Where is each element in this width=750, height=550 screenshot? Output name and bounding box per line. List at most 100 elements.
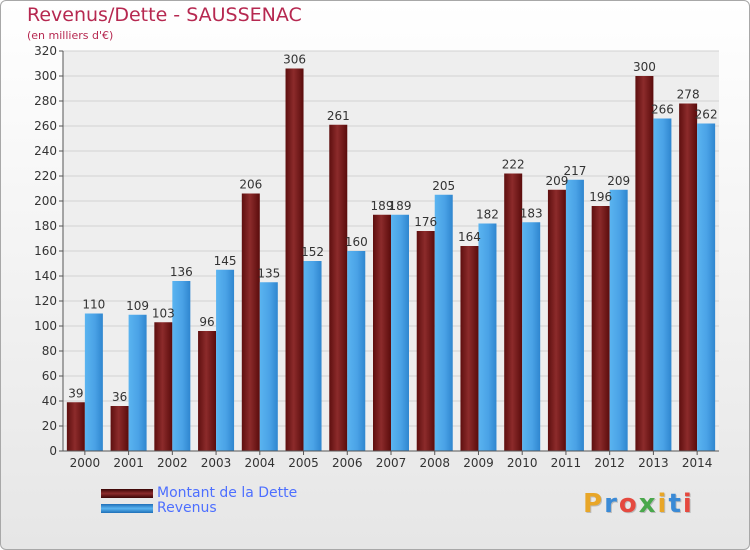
x-axis: 2000 2001 2002 2003 2004 2005 2006 2007 2008 2009… <box>63 450 719 470</box>
value-label-revenue-2011: 217 <box>563 164 586 178</box>
bar-debt-2010 <box>504 173 523 451</box>
bar-debt-2004 <box>241 193 260 451</box>
bar-revenue-2006 <box>347 251 366 451</box>
value-label-revenue-2006: 160 <box>345 235 368 249</box>
y-tick-label: 300 <box>34 69 57 83</box>
value-label-revenue-2005: 152 <box>301 245 324 259</box>
bar-revenue-2011 <box>565 179 584 451</box>
value-label-revenue-2009: 182 <box>476 208 499 222</box>
bar-debt-2009 <box>460 246 479 451</box>
bar-revenue-2014 <box>697 123 716 451</box>
y-tick-label: 220 <box>34 169 57 183</box>
bar-debt-2012 <box>591 206 610 451</box>
value-label-debt-2006: 261 <box>327 109 350 123</box>
x-tick-label: 2006 <box>332 456 363 470</box>
x-tick-label: 2013 <box>638 456 669 470</box>
y-tick-label: 40 <box>42 394 57 408</box>
legend-label-debt: Montant de la Dette <box>157 485 298 501</box>
bar-debt-2005 <box>285 68 304 451</box>
value-label-debt-2007: 189 <box>371 199 394 213</box>
value-label-revenue-2001: 109 <box>126 299 149 313</box>
value-label-debt-2011: 209 <box>545 174 568 188</box>
bar-revenue-2002 <box>172 281 191 451</box>
x-tick-label: 2000 <box>70 456 101 470</box>
y-tick-label: 140 <box>34 269 57 283</box>
bar-debt-2011 <box>547 189 566 451</box>
legend-label-revenue: Revenus <box>157 500 217 516</box>
value-label-revenue-2007: 189 <box>389 199 412 213</box>
x-tick-label: 2014 <box>682 456 713 470</box>
logo-letter: i <box>682 489 694 519</box>
bar-revenue-2007 <box>391 214 409 451</box>
value-label-debt-2014: 278 <box>677 88 700 102</box>
proxiti-logo: Proxiti <box>583 489 694 519</box>
bar-revenue-2003 <box>216 269 235 451</box>
bar-debt-2003 <box>198 331 217 451</box>
y-tick-label: 280 <box>34 94 57 108</box>
y-axis: 0 20 40 60 80 100 120 140 160 180 200 220 240 260 280 3… <box>34 44 64 458</box>
chart-title: Revenus/Dette - SAUSSENAC <box>27 4 302 26</box>
legend-swatch-revenue <box>101 504 153 513</box>
bar-revenue-2012 <box>609 189 628 451</box>
y-tick-label: 320 <box>34 44 57 58</box>
value-label-revenue-2010: 183 <box>520 206 543 220</box>
x-tick-label: 2010 <box>507 456 538 470</box>
x-tick-label: 2008 <box>419 456 450 470</box>
y-tick-label: 160 <box>34 244 57 258</box>
value-label-debt-2002: 103 <box>152 306 175 320</box>
logo-letter: x <box>638 489 658 519</box>
value-label-debt-2004: 206 <box>239 178 262 192</box>
bar-revenue-2009 <box>478 223 497 451</box>
y-tick-label: 80 <box>42 344 57 358</box>
bar-debt-2006 <box>329 124 348 451</box>
x-tick-label: 2001 <box>113 456 144 470</box>
logo-letter: r <box>604 489 619 519</box>
bar-debt-2001 <box>110 406 129 451</box>
logo-letter: i <box>657 489 669 519</box>
value-label-debt-2005: 306 <box>283 53 306 67</box>
value-label-debt-2010: 222 <box>502 158 525 172</box>
value-label-revenue-2012: 209 <box>607 174 630 188</box>
value-label-revenue-2002: 136 <box>170 265 193 279</box>
legend-swatch-debt <box>101 489 153 498</box>
bar-revenue-2001 <box>128 314 147 451</box>
value-label-revenue-2004: 135 <box>257 266 280 280</box>
x-tick-label: 2009 <box>463 456 494 470</box>
x-tick-label: 2003 <box>201 456 232 470</box>
logo-letter: o <box>618 489 639 519</box>
y-tick-label: 100 <box>34 319 57 333</box>
value-label-revenue-2014: 262 <box>695 108 718 122</box>
value-label-debt-2008: 176 <box>414 215 437 229</box>
value-label-debt-2013: 300 <box>633 60 656 74</box>
y-tick-label: 120 <box>34 294 57 308</box>
bar-debt-2008 <box>416 231 435 451</box>
bar-revenue-2005 <box>303 261 322 451</box>
y-tick-label: 200 <box>34 194 57 208</box>
bar-revenue-2008 <box>434 194 453 451</box>
bar-debt-2002 <box>154 322 173 451</box>
value-label-debt-2009: 164 <box>458 230 481 244</box>
value-label-debt-2000: 39 <box>68 386 83 400</box>
bar-debt-2014 <box>679 103 698 451</box>
y-tick-label: 20 <box>42 419 57 433</box>
x-tick-label: 2004 <box>245 456 276 470</box>
bar-revenue-2010 <box>522 222 541 451</box>
value-label-revenue-2008: 205 <box>432 179 455 193</box>
x-tick-label: 2011 <box>551 456 582 470</box>
bars <box>66 68 716 451</box>
x-tick-label: 2012 <box>594 456 625 470</box>
y-tick-label: 180 <box>34 219 57 233</box>
x-tick-label: 2002 <box>157 456 188 470</box>
chart-subtitle: (en milliers d'€) <box>27 29 114 42</box>
y-tick-label: 60 <box>42 369 57 383</box>
value-label-revenue-2013: 266 <box>651 103 674 117</box>
y-tick-label: 0 <box>49 444 57 458</box>
bar-debt-2000 <box>66 402 85 451</box>
bar-revenue-2013 <box>653 118 672 451</box>
x-tick-label: 2005 <box>288 456 319 470</box>
value-label-debt-2003: 96 <box>199 315 214 329</box>
y-tick-label: 260 <box>34 119 57 133</box>
